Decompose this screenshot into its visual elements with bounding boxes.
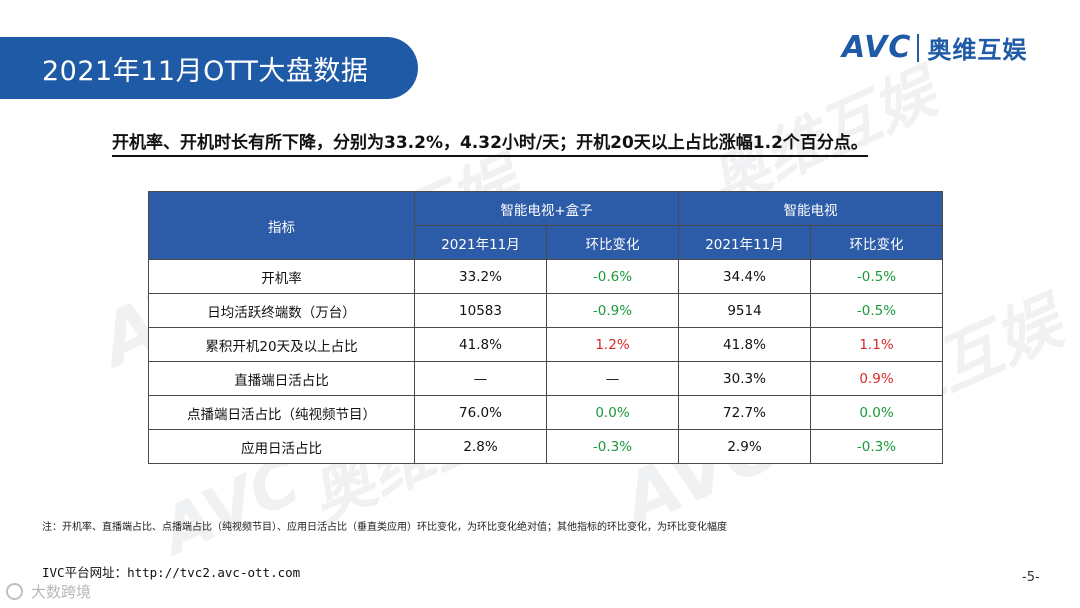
table-row: 开机率 33.2% -0.6% 34.4% -0.5% xyxy=(148,259,943,294)
row-indicator: 点播端日活占比（纯视频节目） xyxy=(148,395,415,430)
header-indicator: 指标 xyxy=(148,191,415,260)
cell-value: 33.2% xyxy=(414,259,547,294)
header-change: 环比变化 xyxy=(810,225,943,260)
title-banner: 2021年11月OTT大盘数据 xyxy=(0,37,418,99)
cell-change: -0.5% xyxy=(810,259,943,294)
table-row: 直播端日活占比 — — 30.3% 0.9% xyxy=(148,361,943,396)
cell-change: -0.5% xyxy=(810,293,943,328)
cell-change: -0.6% xyxy=(546,259,679,294)
table-row: 点播端日活占比（纯视频节目） 76.0% 0.0% 72.7% 0.0% xyxy=(148,395,943,430)
cell-value: 2.8% xyxy=(414,429,547,464)
cell-value: 72.7% xyxy=(678,395,811,430)
cell-change: -0.3% xyxy=(810,429,943,464)
headline: 开机率、开机时长有所下降，分别为33.2%，4.32小时/天；开机20天以上占比… xyxy=(112,128,868,157)
logo-text-cn: 奥维互娱 xyxy=(927,36,1028,64)
source-label: 大数跨境 xyxy=(31,583,92,601)
cell-value: 34.4% xyxy=(678,259,811,294)
header-change: 环比变化 xyxy=(546,225,679,260)
cell-value: — xyxy=(414,361,547,396)
cell-value: 10583 xyxy=(414,293,547,328)
table-row: 应用日活占比 2.8% -0.3% 2.9% -0.3% xyxy=(148,429,943,464)
row-indicator: 累积开机20天及以上占比 xyxy=(148,327,415,362)
cell-change: 0.0% xyxy=(546,395,679,430)
cell-change: — xyxy=(546,361,679,396)
data-table: 指标 智能电视+盒子 智能电视 2021年11月 环比变化 2021年11月 环… xyxy=(148,191,943,464)
avc-logo: AVC 奥维互娱 xyxy=(842,30,1027,65)
logo-text-en: AVC xyxy=(842,30,912,65)
cell-value: 9514 xyxy=(678,293,811,328)
page-title: 2021年11月OTT大盘数据 xyxy=(42,55,369,87)
row-indicator: 直播端日活占比 xyxy=(148,361,415,396)
header-group-tv-box: 智能电视+盒子 xyxy=(414,191,679,226)
page-number: -5- xyxy=(1022,570,1040,585)
header-group-tv: 智能电视 xyxy=(678,191,943,226)
row-indicator: 开机率 xyxy=(148,259,415,294)
source-logo-icon xyxy=(6,583,23,600)
cell-change: 1.2% xyxy=(546,327,679,362)
row-indicator: 日均活跃终端数（万台） xyxy=(148,293,415,328)
cell-change: 0.0% xyxy=(810,395,943,430)
source-mark: 大数跨境 xyxy=(6,581,91,602)
platform-url[interactable]: IVC平台网址：http://tvc2.avc-ott.com xyxy=(42,565,301,580)
cell-change: 1.1% xyxy=(810,327,943,362)
row-indicator: 应用日活占比 xyxy=(148,429,415,464)
cell-value: 30.3% xyxy=(678,361,811,396)
cell-change: 0.9% xyxy=(810,361,943,396)
cell-value: 41.8% xyxy=(678,327,811,362)
table-row: 累积开机20天及以上占比 41.8% 1.2% 41.8% 1.1% xyxy=(148,327,943,362)
footnote: 注：开机率、直播端占比、点播端占比（纯视频节目）、应用日活占比（垂直类应用）环比… xyxy=(42,522,727,533)
cell-value: 41.8% xyxy=(414,327,547,362)
cell-change: -0.9% xyxy=(546,293,679,328)
cell-change: -0.3% xyxy=(546,429,679,464)
cell-value: 76.0% xyxy=(414,395,547,430)
table-row: 日均活跃终端数（万台） 10583 -0.9% 9514 -0.5% xyxy=(148,293,943,328)
header-month: 2021年11月 xyxy=(414,225,547,260)
logo-divider xyxy=(917,33,920,62)
cell-value: 2.9% xyxy=(678,429,811,464)
header-month: 2021年11月 xyxy=(678,225,811,260)
